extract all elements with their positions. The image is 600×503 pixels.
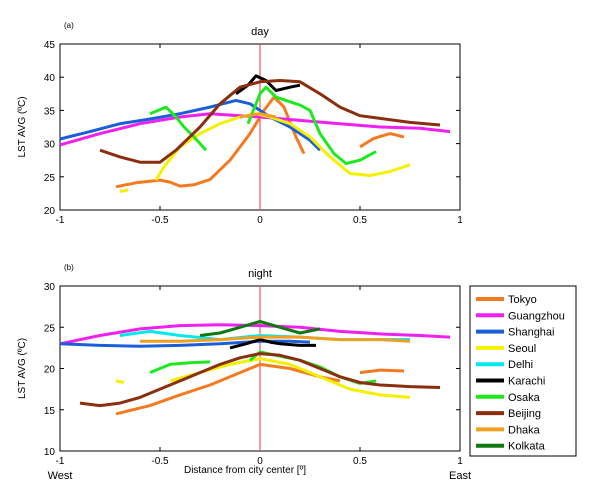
x-left-label: West	[48, 470, 73, 482]
series-line-seoul	[119, 188, 129, 193]
series-line-beijing	[99, 79, 441, 164]
x-tick-label: 1	[457, 456, 463, 467]
series-line-dhaka	[239, 112, 277, 119]
legend-label: Seoul	[508, 343, 536, 355]
x-tick-label: 0.5	[353, 456, 367, 467]
y-tick-label: 20	[44, 365, 56, 376]
legend-label: Karachi	[508, 376, 545, 388]
series-line-shanghai	[59, 339, 311, 348]
legend-label: Shanghai	[508, 327, 555, 339]
x-axis-label: Distance from city center [º]	[184, 465, 306, 476]
y-tick-label: 30	[44, 282, 56, 293]
x-tick-label: -0.5	[151, 456, 169, 467]
x-tick-label: 0	[257, 215, 263, 226]
y-tick-label: 10	[44, 447, 56, 458]
x-right-label: East	[449, 470, 471, 482]
y-axis-label: LST AVG (ºC)	[17, 338, 28, 399]
y-tick-label: 35	[44, 106, 56, 117]
legend-label: Tokyo	[508, 294, 537, 306]
y-axis-label: LST AVG (ºC)	[17, 96, 28, 157]
y-tick-label: 15	[44, 406, 56, 417]
panel-day: -1 -0.5 0 0.5 1 20 25 30 35 40 45 (a) day LST AVG (ºC…	[17, 21, 463, 226]
x-tick-label: -1	[56, 215, 65, 226]
legend-label: Delhi	[508, 359, 533, 371]
y-tick-label: 25	[44, 323, 56, 334]
series-line-tokyo	[115, 95, 306, 189]
series-line-seoul	[115, 379, 125, 384]
x-tick-label: 1	[457, 215, 463, 226]
series-line-tokyo	[359, 132, 405, 149]
legend-label: Dhaka	[508, 424, 541, 436]
x-tick-label: 0	[257, 456, 263, 467]
series-line-shanghai	[59, 98, 322, 152]
series-line-dhaka	[140, 335, 411, 343]
series-line-beijing	[79, 352, 441, 408]
y-tick-label: 20	[44, 206, 56, 217]
legend-label: Guangzhou	[508, 310, 565, 322]
x-tick-label: 0.5	[353, 215, 367, 226]
series-line-tokyo	[359, 368, 405, 375]
panel-label: (a)	[64, 21, 74, 30]
y-tick-label: 30	[44, 140, 56, 151]
panel-night: -1 -0.5 0 0.5 1 10 15 20 25 30 (b) night LST AVG (ºC…	[17, 263, 471, 482]
series-line-karachi	[229, 338, 316, 350]
y-tick-label: 40	[44, 73, 56, 84]
panel-title: day	[251, 26, 269, 38]
legend-label: Beijing	[508, 408, 541, 420]
series-line-osaka	[149, 360, 211, 374]
legend-label: Kolkata	[508, 441, 546, 453]
series-line-kolkata	[199, 320, 321, 337]
series-line-osaka	[149, 105, 208, 152]
legend: Tokyo Guangzhou Shanghai Seoul Delhi Karachi O…	[469, 285, 577, 457]
series-line-osaka	[246, 85, 377, 165]
y-tick-label: 45	[44, 40, 56, 51]
panel-title: night	[248, 268, 272, 280]
x-tick-label: -1	[56, 456, 65, 467]
legend-label: Osaka	[508, 392, 541, 404]
x-tick-label: -0.5	[151, 215, 169, 226]
y-tick-label: 25	[44, 173, 56, 184]
panel-label: (b)	[64, 263, 74, 272]
series-line-guangzhou	[59, 323, 451, 346]
